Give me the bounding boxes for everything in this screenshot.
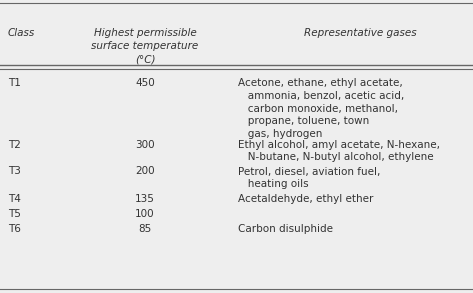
Text: T4: T4 — [8, 193, 21, 204]
Text: T2: T2 — [8, 139, 21, 149]
Text: Acetaldehyde, ethyl ether: Acetaldehyde, ethyl ether — [238, 193, 373, 204]
Text: T5: T5 — [8, 209, 21, 219]
Text: T6: T6 — [8, 224, 21, 234]
Text: Class: Class — [8, 28, 35, 38]
Text: Highest permissible
surface temperature
(°C): Highest permissible surface temperature … — [91, 28, 199, 64]
Text: Ethyl alcohol, amyl acetate, N-hexane,
   N-butane, N-butyl alcohol, ethylene: Ethyl alcohol, amyl acetate, N-hexane, N… — [238, 139, 440, 162]
Text: 85: 85 — [139, 224, 152, 234]
Text: 135: 135 — [135, 193, 155, 204]
Text: T3: T3 — [8, 166, 21, 176]
Text: Petrol, diesel, aviation fuel,
   heating oils: Petrol, diesel, aviation fuel, heating o… — [238, 166, 380, 189]
Text: Representative gases: Representative gases — [304, 28, 416, 38]
Text: Acetone, ethane, ethyl acetate,
   ammonia, benzol, acetic acid,
   carbon monox: Acetone, ethane, ethyl acetate, ammonia,… — [238, 78, 404, 139]
Text: 300: 300 — [135, 139, 155, 149]
Text: T1: T1 — [8, 78, 21, 88]
Text: 100: 100 — [135, 209, 155, 219]
Text: 450: 450 — [135, 78, 155, 88]
Text: Carbon disulphide: Carbon disulphide — [238, 224, 333, 234]
Text: 200: 200 — [135, 166, 155, 176]
